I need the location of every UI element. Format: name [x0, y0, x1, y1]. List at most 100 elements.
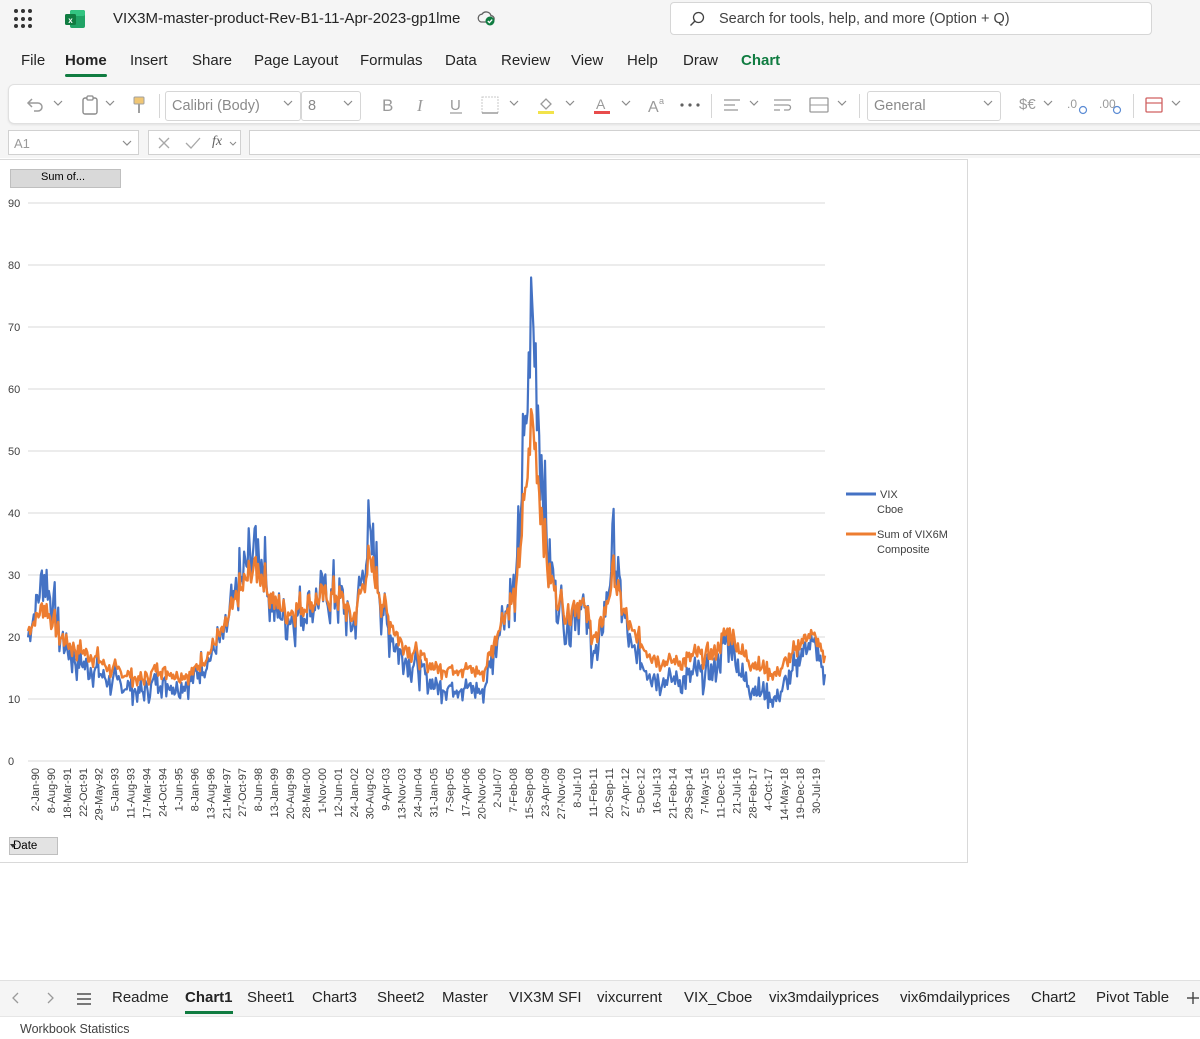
value-field-button[interactable]: Sum of... [10, 169, 121, 188]
chevron-down-icon[interactable] [565, 99, 575, 107]
x-tick-label: 24-Jan-02 [349, 768, 361, 818]
sheet-tab-vix6mdailyprices[interactable]: vix6mdailyprices [900, 989, 1011, 1006]
chevron-down-icon[interactable] [749, 99, 759, 107]
menu-help[interactable]: Help [627, 52, 658, 69]
sheet-tab-vix3m-sfi[interactable]: VIX3M SFI [509, 989, 582, 1006]
chart-area[interactable]: Sum of... 90 80 70 60 50 40 30 20 10 0 2-Jan-90 8-… [0, 159, 968, 863]
merge-cells-icon[interactable] [809, 95, 829, 115]
sheet-tab-vix3mdailyprices[interactable]: vix3mdailyprices [769, 989, 880, 1006]
x-tick-label: 2-Jan-90 [30, 768, 42, 811]
app-launcher-icon[interactable] [14, 9, 34, 29]
menu-file[interactable]: File [21, 52, 46, 69]
wrap-text-icon[interactable] [773, 95, 793, 115]
underline-icon[interactable]: U [449, 95, 463, 115]
chevron-down-icon[interactable] [983, 99, 993, 107]
date-field-button[interactable]: Date [9, 837, 58, 855]
x-tick-label: 8-Aug-90 [46, 768, 58, 813]
italic-icon[interactable]: I [415, 95, 429, 115]
x-tick-label: 7-Feb-08 [508, 768, 520, 813]
menu-share[interactable]: Share [192, 52, 233, 69]
line-chart: 90 80 70 60 50 40 30 20 10 0 2-Jan-90 8-Aug-90 18-M… [8, 198, 948, 821]
all-sheets-menu-icon[interactable] [76, 992, 92, 1006]
y-tick-label: 70 [8, 322, 20, 334]
chevron-down-icon[interactable] [122, 139, 132, 147]
formula-controls: fx [148, 130, 241, 155]
chevron-down-icon[interactable] [283, 99, 293, 107]
svg-text:U: U [450, 97, 461, 114]
sheet-tab-vixcurrent[interactable]: vixcurrent [597, 989, 663, 1006]
y-tick-label: 60 [8, 384, 20, 396]
chevron-down-icon[interactable] [343, 99, 353, 107]
fill-color-icon[interactable] [537, 95, 555, 115]
sheet-tab-chart3[interactable]: Chart3 [312, 989, 358, 1006]
chevron-down-icon[interactable] [105, 99, 115, 107]
menu-formulas[interactable]: Formulas [360, 52, 423, 69]
sheet-tab-vix-cboe[interactable]: VIX_Cboe [684, 989, 753, 1006]
x-tick-label: 30-Aug-02 [365, 768, 377, 819]
document-title[interactable]: VIX3M-master-product-Rev-B1-11-Apr-2023-… [113, 10, 461, 27]
sheet-tab-master[interactable]: Master [442, 989, 488, 1006]
x-tick-label: 13-Aug-96 [205, 768, 217, 819]
scroll-left-icon[interactable] [11, 992, 21, 1004]
borders-icon[interactable] [481, 95, 499, 115]
font-size-select[interactable]: 8 [301, 91, 361, 121]
cancel-icon[interactable] [157, 136, 171, 150]
add-sheet-icon[interactable] [1186, 991, 1200, 1005]
number-format-select[interactable]: General [867, 91, 1001, 121]
scroll-right-icon[interactable] [45, 992, 55, 1004]
conditional-formatting-icon[interactable] [1145, 95, 1163, 115]
decrease-decimal-icon[interactable]: .00 [1099, 95, 1123, 115]
bold-icon[interactable]: B [381, 95, 395, 115]
chevron-down-icon[interactable] [837, 99, 847, 107]
sheet-tab-pivot-table[interactable]: Pivot Table [1096, 989, 1170, 1006]
legend-label: Composite [877, 544, 930, 556]
align-icon[interactable] [723, 95, 741, 115]
clipboard-icon[interactable] [81, 95, 99, 115]
menu-home[interactable]: Home [65, 52, 107, 77]
dropdown-arrow-icon [10, 844, 16, 848]
name-box[interactable]: A1 [8, 130, 139, 155]
menu-draw[interactable]: Draw [683, 52, 719, 69]
font-size-grow-icon[interactable]: A a [647, 95, 667, 115]
status-bar: Workbook Statistics [0, 1016, 1200, 1039]
y-tick-label: 40 [8, 508, 20, 520]
x-tick-label: 29-May-92 [94, 768, 106, 821]
chevron-down-icon[interactable] [1171, 99, 1181, 107]
font-color-icon[interactable]: A [593, 95, 611, 115]
sheet-tab-sheet1[interactable]: Sheet1 [247, 989, 295, 1006]
increase-decimal-icon[interactable]: .0 [1067, 95, 1089, 115]
chevron-down-icon[interactable] [509, 99, 519, 107]
toolbar-divider [1133, 94, 1134, 118]
currency-format-button[interactable]: $€ [1019, 96, 1036, 113]
workbook-statistics-button[interactable]: Workbook Statistics [20, 1022, 130, 1036]
chevron-down-icon[interactable] [621, 99, 631, 107]
sheet-tab-chart2[interactable]: Chart2 [1031, 989, 1077, 1006]
menu-page-layout[interactable]: Page Layout [254, 52, 339, 69]
menu-chart[interactable]: Chart [741, 52, 781, 69]
sheet-tab-sheet2[interactable]: Sheet2 [377, 989, 425, 1006]
y-tick-label: 50 [8, 446, 20, 458]
sheet-tab-bar: Readme Chart1 Sheet1 Chart3 Sheet2 Maste… [0, 980, 1200, 1016]
y-tick-label: 0 [8, 756, 14, 768]
more-options-icon[interactable] [679, 95, 701, 115]
menu-data[interactable]: Data [445, 52, 477, 69]
x-tick-label: 21-Mar-97 [221, 768, 233, 819]
font-family-select[interactable]: Calibri (Body) [165, 91, 301, 121]
chevron-down-icon[interactable] [1043, 99, 1053, 107]
sheet-tab-chart1[interactable]: Chart1 [185, 989, 233, 1014]
chevron-down-icon[interactable] [229, 141, 237, 147]
x-tick-label: 21-Jul-16 [731, 768, 743, 814]
menu-view[interactable]: View [571, 52, 604, 69]
insert-function-button[interactable]: fx [212, 134, 223, 149]
enter-check-icon[interactable] [185, 136, 201, 150]
undo-icon[interactable] [25, 95, 45, 115]
menu-insert[interactable]: Insert [130, 52, 168, 69]
search-input[interactable]: Search for tools, help, and more (Option… [670, 2, 1152, 35]
x-tick-label: 11-Aug-93 [126, 768, 138, 819]
format-painter-icon[interactable] [131, 95, 147, 115]
menu-review[interactable]: Review [501, 52, 551, 69]
formula-input[interactable] [249, 130, 1200, 155]
chevron-down-icon[interactable] [53, 99, 63, 107]
sheet-tab-readme[interactable]: Readme [112, 989, 169, 1006]
cloud-saved-icon[interactable] [476, 9, 496, 27]
